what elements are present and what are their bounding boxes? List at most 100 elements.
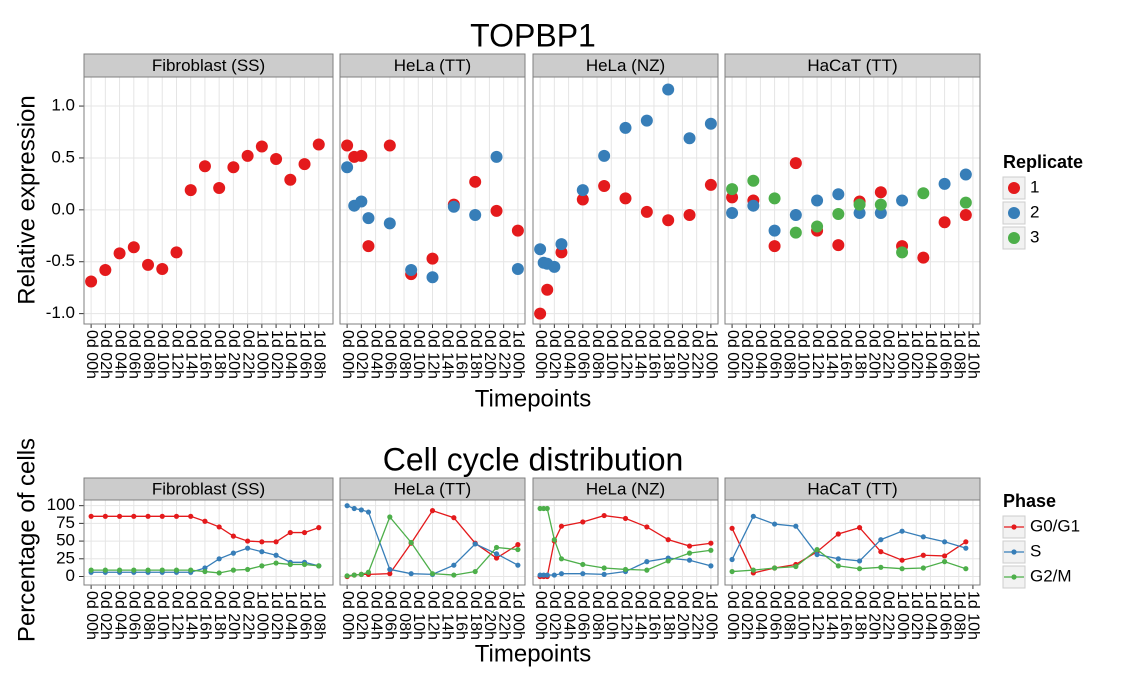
x-tick-label: 1d 10h bbox=[965, 591, 982, 640]
scatter-point bbox=[469, 175, 482, 188]
x-tick-label: 0d 18h bbox=[660, 330, 677, 379]
scatter-point bbox=[683, 132, 696, 145]
scatter-point bbox=[469, 209, 482, 222]
x-tick-label: 0d 10h bbox=[154, 330, 171, 379]
scatter-point bbox=[789, 209, 802, 222]
y-tick-label: -1.0 bbox=[46, 303, 75, 322]
x-tick-label: 0d 08h bbox=[781, 330, 798, 379]
panel-border bbox=[532, 76, 719, 325]
line-point bbox=[429, 571, 436, 577]
scatter-point bbox=[874, 198, 887, 211]
line-point bbox=[558, 571, 565, 577]
line-point bbox=[601, 512, 607, 519]
scatter-point bbox=[938, 177, 951, 190]
scatter-point bbox=[917, 187, 930, 200]
line-point bbox=[941, 539, 948, 545]
line-point bbox=[580, 561, 586, 568]
x-tick-label: 0d 02h bbox=[353, 330, 370, 379]
line-point bbox=[216, 524, 222, 530]
scatter-point bbox=[127, 241, 140, 254]
x-tick-label: 0d 16h bbox=[453, 591, 470, 640]
scatter-point bbox=[511, 224, 524, 237]
line-point bbox=[245, 545, 251, 551]
line-point bbox=[408, 571, 414, 577]
panel-border bbox=[532, 499, 719, 586]
line-point bbox=[116, 513, 123, 519]
line-point bbox=[451, 515, 457, 521]
x-tick-label: 0d 14h bbox=[438, 591, 455, 640]
line-point bbox=[920, 552, 926, 558]
x-tick-label: 0d 18h bbox=[851, 330, 868, 379]
scatter-point bbox=[959, 209, 972, 222]
x-tick-label: 1d 00h bbox=[510, 591, 527, 640]
line-point bbox=[622, 515, 629, 522]
scatter-point bbox=[768, 224, 781, 237]
line-point bbox=[558, 523, 565, 529]
x-tick-label: 0d 06h bbox=[126, 591, 143, 640]
x-tick-label: 0d 16h bbox=[197, 591, 214, 640]
x-tick-label: 0d 14h bbox=[823, 330, 840, 379]
legend-label: G0/G1 bbox=[1030, 516, 1080, 535]
line-point bbox=[358, 571, 364, 577]
scatter-point bbox=[917, 251, 930, 264]
scatter-point bbox=[576, 184, 589, 197]
x-tick-label: 1d 06h bbox=[296, 591, 313, 640]
x-tick-label: 0d 22h bbox=[880, 591, 897, 640]
x-tick-label: 0d 00h bbox=[724, 591, 741, 640]
panel-border bbox=[83, 76, 334, 325]
line-point bbox=[793, 563, 799, 570]
line-point bbox=[365, 569, 372, 575]
x-tick-label: 0d 18h bbox=[211, 591, 228, 640]
scatter-point bbox=[85, 275, 98, 288]
x-tick-label: 1d 08h bbox=[951, 591, 968, 640]
x-tick-label: 0d 16h bbox=[646, 330, 663, 379]
x-tick-label: 1d 02h bbox=[268, 330, 285, 379]
x-tick-label: 0d 22h bbox=[239, 330, 256, 379]
panel-border bbox=[724, 499, 981, 586]
scatter-point bbox=[341, 161, 354, 174]
line-point bbox=[451, 572, 457, 578]
scatter-point bbox=[541, 283, 554, 296]
scatter-point bbox=[312, 138, 325, 151]
line-point bbox=[472, 541, 478, 547]
x-tick-label: 0d 04h bbox=[367, 330, 384, 379]
line-point bbox=[451, 562, 457, 568]
line-point bbox=[537, 505, 543, 512]
scatter-point bbox=[383, 217, 396, 230]
x-tick-label: 0d 10h bbox=[410, 330, 427, 379]
scatter-point bbox=[113, 247, 126, 260]
scatter-point bbox=[640, 205, 653, 218]
strip-label: Fibroblast (SS) bbox=[152, 479, 265, 498]
line-point bbox=[273, 560, 279, 566]
x-tick-label: 1d 00h bbox=[894, 591, 911, 640]
x-tick-label: 1d 00h bbox=[894, 330, 911, 379]
x-tick-label: 1d 04h bbox=[922, 330, 939, 379]
series-line bbox=[732, 548, 967, 573]
x-tick-label: 0d 10h bbox=[603, 330, 620, 379]
x-tick-label: 0d 18h bbox=[660, 591, 677, 640]
x-tick-label: 0d 22h bbox=[495, 330, 512, 379]
x-tick-label: 0d 06h bbox=[126, 330, 143, 379]
y-tick-label: 0 bbox=[66, 566, 75, 585]
scatter-point bbox=[270, 152, 283, 165]
x-tick-label: 0d 16h bbox=[646, 591, 663, 640]
line-point bbox=[287, 561, 293, 568]
y-tick-label: 75 bbox=[56, 513, 75, 532]
scatter-point bbox=[198, 160, 211, 173]
line-point bbox=[541, 505, 547, 512]
line-point bbox=[963, 566, 969, 572]
line-point bbox=[708, 547, 714, 553]
x-tick-label: 0d 08h bbox=[140, 330, 157, 379]
x-tick-label: 0d 10h bbox=[795, 330, 812, 379]
x-tick-label: 1d 02h bbox=[908, 330, 925, 379]
line-point bbox=[899, 528, 905, 534]
line-point bbox=[515, 562, 521, 568]
x-tick-label: 1d 04h bbox=[282, 591, 299, 640]
line-point bbox=[878, 549, 884, 555]
x-tick-label: 0d 06h bbox=[575, 591, 592, 640]
scatter-point bbox=[213, 182, 226, 195]
line-point bbox=[856, 566, 863, 572]
y-axis-title: Relative expression bbox=[13, 95, 40, 304]
line-point bbox=[963, 539, 969, 545]
x-tick-label: 0d 02h bbox=[738, 330, 755, 379]
